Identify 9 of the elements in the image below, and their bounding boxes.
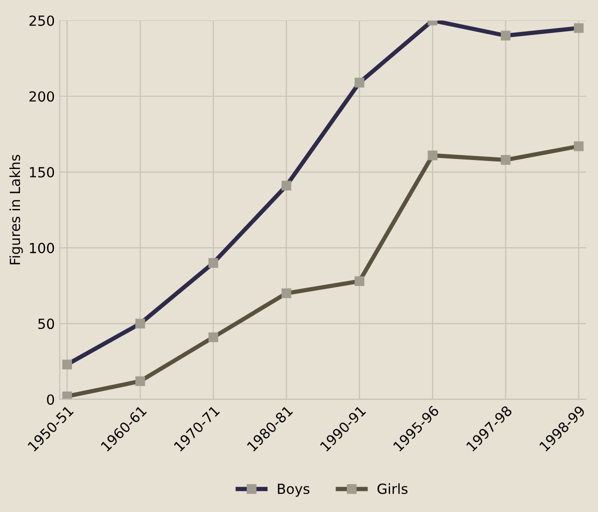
y-tick-label: 0: [47, 394, 54, 405]
y-tick-label: 150: [30, 167, 54, 178]
y-tick-label: 50: [38, 318, 54, 330]
y-tick-label: 100: [30, 242, 54, 254]
legend-label: Girls: [378, 483, 408, 494]
y-tick-label: 250: [29, 15, 54, 26]
legend-label: Boys: [278, 484, 310, 497]
y-tick-label: 200: [29, 91, 54, 102]
y-axis-title: Figures in Lakhs: [9, 154, 23, 264]
